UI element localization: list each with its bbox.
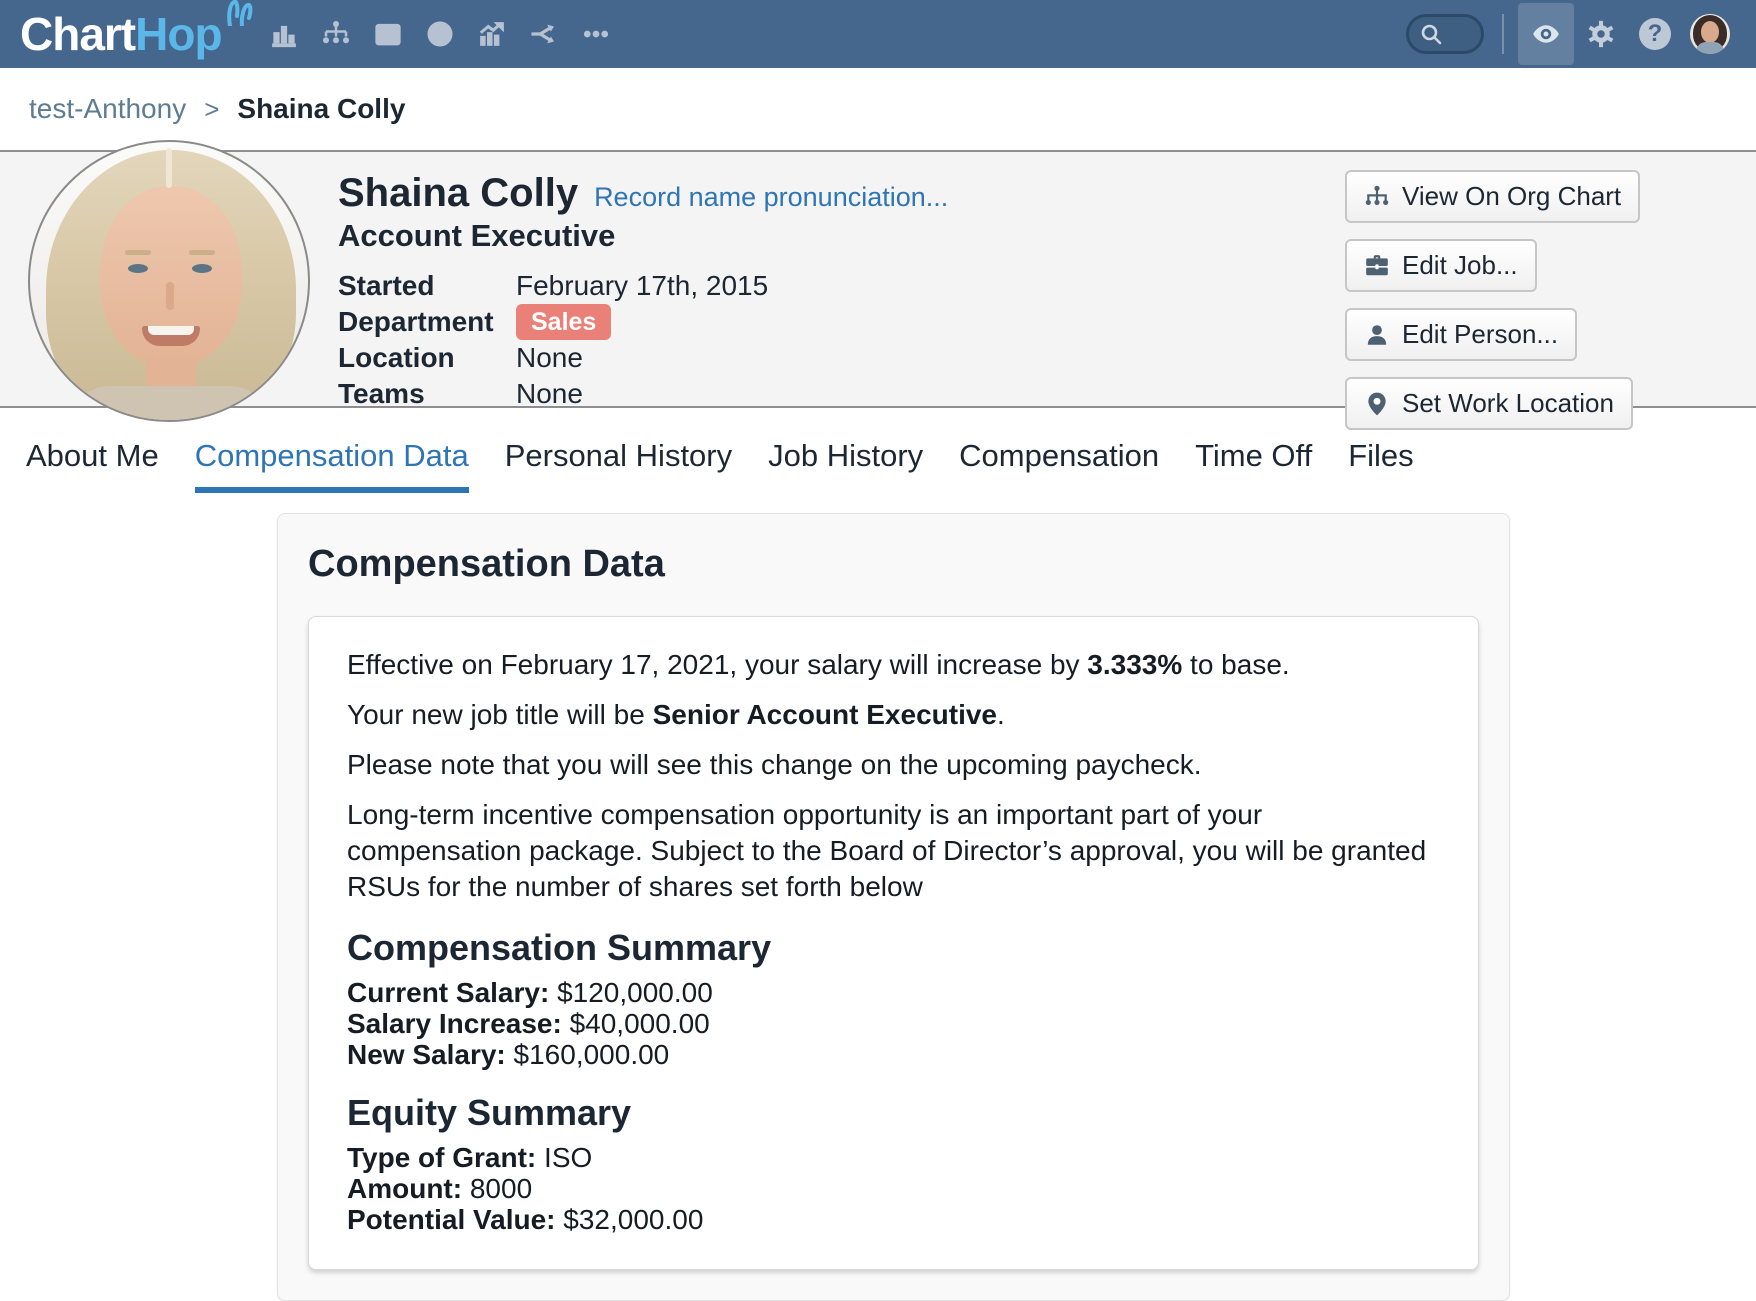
breadcrumb-parent-link[interactable]: test-Anthony	[29, 93, 187, 124]
breadcrumb-current: Shaina Colly	[237, 93, 406, 124]
person-name: Shaina Colly	[338, 171, 579, 215]
tab-compensation[interactable]: Compensation	[959, 438, 1160, 473]
search-icon	[1421, 24, 1442, 45]
summary-row-salary-increase: Salary Increase: $40,000.00	[347, 1008, 710, 1039]
tab-compensation-data[interactable]: Compensation Data	[194, 438, 469, 493]
branch-arrows-icon[interactable]	[518, 0, 570, 68]
settings-button[interactable]	[1574, 0, 1628, 68]
button-label: View On Org Chart	[1402, 181, 1622, 211]
summary-row-current-salary: Current Salary: $120,000.00	[347, 977, 713, 1008]
field-value: None	[516, 378, 583, 409]
search-input[interactable]	[1406, 14, 1484, 54]
field-label: Started	[338, 270, 435, 301]
field-value: February 17th, 2015	[516, 270, 769, 301]
location-pin-icon	[1368, 392, 1386, 415]
equity-summary-title: Equity Summary	[347, 1092, 632, 1133]
compensation-letter-panel: Effective on February 17, 2021, your sal…	[308, 616, 1479, 1270]
edit-job-button[interactable]: Edit Job...	[1345, 239, 1537, 292]
person-icon	[1367, 324, 1387, 345]
letter-paragraph-2: Your new job title will be Senior Accoun…	[347, 699, 1005, 730]
field-row-department: Department Sales	[338, 304, 1756, 340]
trend-icon[interactable]	[466, 0, 518, 68]
field-label: Teams	[338, 378, 425, 409]
letter-paragraph-4: Long-term incentive compensation opportu…	[347, 799, 1427, 902]
globe-icon[interactable]	[414, 0, 466, 68]
profile-tabs: About Me Compensation Data Personal Hist…	[0, 408, 1756, 493]
breadcrumb: test-Anthony > Shaina Colly	[0, 68, 1756, 150]
profile-fields: Started February 17th, 2015 Department S…	[338, 268, 1756, 412]
tab-job-history[interactable]: Job History	[768, 438, 924, 473]
avatar-body	[1696, 42, 1724, 54]
view-on-org-chart-button[interactable]: View On Org Chart	[1345, 170, 1641, 223]
logo-part1: Chart	[20, 8, 136, 60]
edit-person-button[interactable]: Edit Person...	[1345, 308, 1578, 361]
summary-row-grant-type: Type of Grant: ISO	[347, 1142, 593, 1173]
view-mode-button[interactable]	[1518, 3, 1574, 65]
breadcrumb-separator: >	[204, 93, 220, 124]
profile-photo	[28, 140, 310, 422]
person-job-title: Account Executive	[338, 218, 616, 253]
photo-hair-part	[166, 148, 172, 188]
profile-actions: View On Org Chart Edit Job... Edit Perso…	[1345, 170, 1641, 446]
navbar-icon-menu	[258, 0, 622, 68]
field-label: Department	[338, 306, 494, 337]
letter-paragraph-3: Please note that you will see this chang…	[347, 749, 1202, 780]
field-row-location: Location None	[338, 340, 1756, 376]
avatar-face	[1701, 21, 1719, 43]
charthop-logo[interactable]: ChartHop	[20, 0, 253, 64]
department-badge[interactable]: Sales	[516, 304, 612, 340]
photo-eye	[128, 264, 148, 273]
help-button[interactable]: ?	[1628, 0, 1682, 68]
tab-time-off[interactable]: Time Off	[1195, 438, 1313, 473]
photo-nose	[166, 282, 174, 310]
summary-row-new-salary: New Salary: $160,000.00	[347, 1039, 670, 1070]
field-row-started: Started February 17th, 2015	[338, 268, 1756, 304]
profile-info: Shaina Colly Record name pronunciation..…	[0, 152, 1756, 412]
user-avatar[interactable]	[1690, 14, 1730, 54]
more-icon[interactable]	[570, 0, 622, 68]
photo-mouth	[142, 326, 200, 346]
button-label: Set Work Location	[1402, 388, 1614, 418]
help-icon: ?	[1639, 18, 1671, 50]
rabbit-icon	[227, 0, 253, 26]
field-value: None	[516, 342, 583, 373]
card-title: Compensation Data	[308, 543, 665, 585]
button-label: Edit Job...	[1402, 250, 1518, 280]
org-chart-icon[interactable]	[310, 0, 362, 68]
summary-row-amount: Amount: 8000	[347, 1173, 533, 1204]
navbar-divider	[1502, 14, 1504, 54]
bar-chart-icon[interactable]	[258, 0, 310, 68]
gear-icon	[1588, 20, 1614, 48]
profile-header: Shaina Colly Record name pronunciation..…	[0, 140, 1756, 430]
letter-paragraph-1: Effective on February 17, 2021, your sal…	[347, 649, 1290, 680]
summary-row-potential-value: Potential Value: $32,000.00	[347, 1204, 704, 1235]
letter-body: Effective on February 17, 2021, your sal…	[347, 647, 1440, 905]
tab-personal-history[interactable]: Personal History	[504, 438, 733, 473]
field-label: Location	[338, 342, 455, 373]
photo-brow	[189, 250, 215, 255]
top-navbar: ChartHop	[0, 0, 1756, 68]
record-pronunciation-link[interactable]: Record name pronunciation...	[594, 182, 949, 212]
photo-shoulders	[70, 386, 270, 420]
photo-brow	[125, 250, 151, 255]
eye-icon	[1533, 25, 1559, 43]
photo-eye	[192, 264, 212, 273]
button-label: Edit Person...	[1402, 319, 1559, 349]
set-work-location-button[interactable]: Set Work Location	[1345, 377, 1633, 430]
compensation-data-card: Compensation Data Effective on February …	[277, 513, 1510, 1301]
compensation-summary-title: Compensation Summary	[347, 927, 772, 968]
tab-files[interactable]: Files	[1348, 438, 1414, 473]
table-icon[interactable]	[362, 0, 414, 68]
tab-about-me[interactable]: About Me	[26, 438, 159, 473]
logo-part2: Hop	[135, 8, 222, 60]
field-row-teams: Teams None	[338, 376, 1756, 412]
org-chart-icon	[1365, 185, 1389, 205]
briefcase-icon	[1366, 254, 1388, 275]
